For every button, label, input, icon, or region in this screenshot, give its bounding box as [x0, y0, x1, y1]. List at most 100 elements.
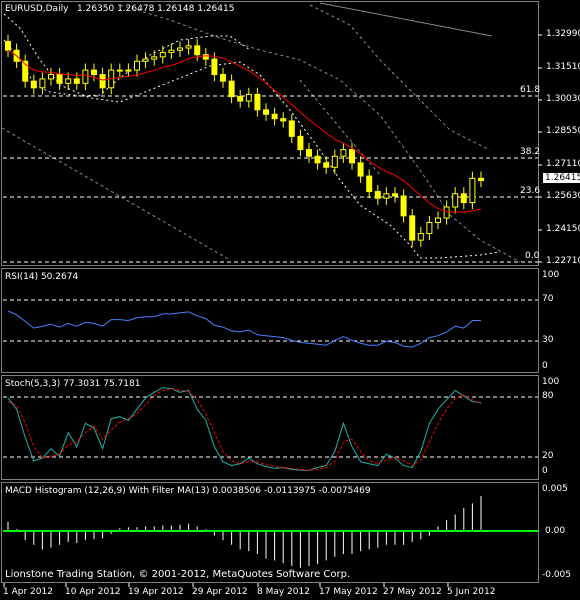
candlesticks — [5, 34, 484, 247]
main-pane[interactable] — [1, 1, 539, 266]
price-tick: 1.28550 — [546, 126, 580, 136]
candle-body — [168, 49, 175, 53]
rsi-pane[interactable] — [1, 268, 539, 373]
date-axis-ticks — [3, 583, 449, 587]
rsi-tick: 0 — [542, 361, 548, 371]
price-tick: 1.32990 — [546, 29, 580, 39]
candle-body — [340, 149, 347, 157]
rsi-title: RSI(14) 50.2674 — [5, 272, 79, 282]
price-axis-ticks — [538, 34, 542, 263]
price-tick: 1.30030 — [546, 94, 580, 104]
candle-body — [99, 74, 106, 89]
bollinger-bands — [3, 13, 501, 259]
fibonacci-levels — [3, 95, 538, 263]
candle-body — [297, 135, 304, 151]
price-tick: 1.31510 — [546, 62, 580, 72]
candle-body — [271, 113, 278, 120]
candle-body — [237, 96, 244, 102]
candle-body — [185, 45, 192, 49]
rsi-line — [7, 310, 481, 348]
candle-body — [331, 155, 338, 168]
candle-body — [443, 206, 450, 219]
rsi-tick: 30 — [542, 335, 554, 345]
candle-body — [323, 162, 330, 168]
price-tick: 1.22710 — [546, 256, 580, 266]
candle-body — [220, 74, 226, 82]
macd-tick: 0.00 — [545, 526, 566, 536]
candle-body — [211, 58, 218, 76]
candle-body — [177, 47, 183, 51]
date-tick: 29 Apr 2012 — [192, 587, 248, 597]
fib-label: 0.0 — [525, 251, 540, 261]
macd-pane[interactable] — [1, 482, 539, 583]
copyright-text: Lionstone Trading Station, © 2001-2012, … — [5, 569, 351, 580]
candle-body — [306, 149, 312, 157]
candle-body — [383, 193, 390, 199]
candle-body — [5, 40, 11, 51]
candle-body — [194, 45, 201, 56]
candle-body — [314, 155, 321, 164]
trend-lines — [1, 2, 521, 263]
ohlc-label: 1.26350 1.26478 1.26148 1.26415 — [77, 4, 235, 14]
candle-body — [82, 69, 89, 84]
date-tick: 8 May 2012 — [257, 587, 310, 597]
price-tick: 1.25630 — [546, 191, 580, 201]
candle-body — [39, 78, 46, 89]
candle-body — [245, 93, 252, 102]
stoch-signal-line — [7, 387, 482, 471]
candle-body — [366, 175, 373, 193]
candle-body — [65, 78, 72, 84]
candle-body — [228, 80, 235, 98]
candle-body — [134, 60, 140, 71]
candle-body — [374, 191, 381, 199]
stoch-tick: 0 — [542, 466, 548, 476]
candle-body — [452, 193, 459, 208]
date-tick: 19 Apr 2012 — [128, 587, 184, 597]
candle-body — [91, 69, 97, 76]
candle-body — [151, 56, 158, 60]
candle-body — [48, 74, 54, 80]
candle-body — [469, 177, 476, 204]
candle-body — [426, 221, 433, 235]
candle-body — [349, 149, 355, 164]
fib-label: 38.2 — [520, 147, 541, 157]
stoch-title: Stoch(5,3,3) 77.3031 75.7181 — [5, 379, 141, 389]
date-tick: 27 May 2012 — [383, 587, 442, 597]
fib-label: 61.8 — [520, 85, 541, 95]
rsi-tick: 100 — [542, 270, 560, 280]
rsi-tick: 70 — [542, 294, 554, 304]
candle-body — [417, 233, 424, 241]
candle-body — [435, 217, 441, 223]
candle-body — [392, 193, 398, 197]
candle-body — [409, 215, 416, 241]
candle-body — [460, 193, 467, 204]
candle-body — [30, 80, 37, 89]
stoch-main-line — [7, 387, 482, 471]
date-tick: 5 Jun 2012 — [447, 587, 496, 597]
candle-body — [280, 118, 287, 122]
candle-body — [56, 74, 63, 84]
candle-body — [357, 162, 364, 177]
candle-body — [202, 54, 209, 60]
candle-body — [400, 195, 407, 217]
date-tick: 10 Apr 2012 — [65, 587, 121, 597]
candle-body — [116, 69, 123, 72]
date-tick: 1 Apr 2012 — [3, 587, 53, 597]
stoch-levels — [3, 396, 538, 458]
candle-body — [478, 177, 484, 182]
symbol-label: EURUSD,Daily — [5, 4, 69, 14]
moving-average-line — [7, 49, 482, 213]
macd-tick: 0.005 — [542, 484, 568, 494]
candle-body — [263, 109, 269, 115]
stoch-pane[interactable] — [1, 375, 539, 480]
macd-title: MACD Histogram (12,26,9) With Filter MA(… — [5, 486, 371, 496]
stoch-tick: 80 — [542, 391, 554, 401]
current-price-badge: 1.26415 — [543, 173, 580, 183]
candle-body — [142, 58, 149, 62]
candle-body — [73, 78, 80, 84]
candle-body — [125, 69, 132, 72]
stoch-tick: 20 — [542, 451, 554, 461]
macd-tick: -0.005 — [542, 570, 572, 580]
price-tick: 1.27110 — [546, 159, 580, 169]
